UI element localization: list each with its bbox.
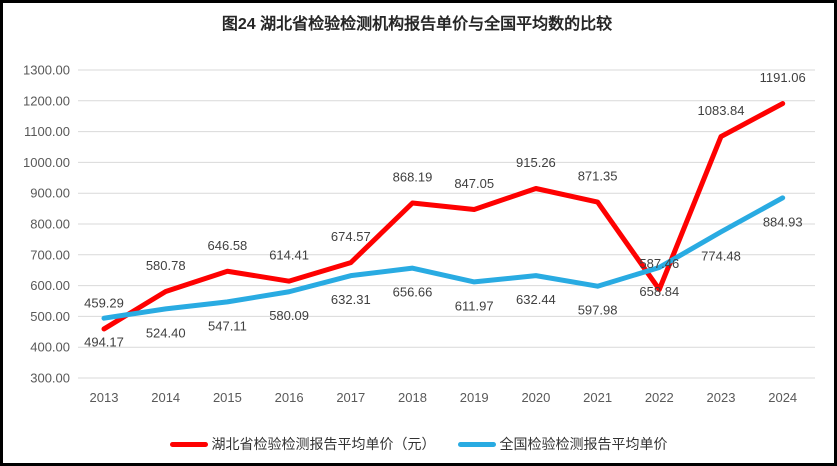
x-tick-label: 2015: [213, 390, 242, 405]
y-tick-label: 600.00: [30, 278, 70, 293]
y-tick-label: 800.00: [30, 217, 70, 232]
y-tick-label: 1200.00: [23, 93, 70, 108]
x-tick-label: 2016: [275, 390, 304, 405]
data-label: 847.05: [454, 176, 494, 191]
data-label: 494.17: [84, 335, 124, 350]
price-comparison-line-chart: 图24 湖北省检验检测机构报告单价与全国平均数的比较 300.00 400.00 5…: [23, 14, 815, 405]
data-label: 611.97: [455, 298, 494, 313]
x-tick-label: 2013: [90, 390, 119, 405]
y-tick-label: 900.00: [30, 186, 70, 201]
y-tick-label: 300.00: [30, 371, 70, 386]
x-axis-tick-labels: 2013 2014 2015 2016 2017 2018 2019 2020 2021 2022…: [90, 390, 798, 405]
data-label: 656.66: [393, 285, 433, 300]
data-label: 580.78: [146, 258, 186, 273]
data-label: 884.93: [763, 214, 803, 229]
gridlines-group: [78, 69, 815, 379]
data-label: 524.40: [146, 325, 186, 340]
data-label: 1191.06: [760, 70, 806, 85]
x-tick-label: 2024: [768, 390, 797, 405]
legend-label: 全国检验检测报告平均单价: [499, 436, 668, 452]
data-label: 632.31: [331, 292, 371, 307]
chart-title: 图24 湖北省检验检测机构报告单价与全国平均数的比较: [222, 14, 612, 33]
data-label: 774.48: [701, 248, 741, 263]
legend-line-icon: [457, 441, 496, 447]
y-tick-label: 400.00: [30, 340, 70, 355]
y-tick-label: 500.00: [30, 309, 70, 324]
chart-legend: 湖北省检验检测报告平均单价（元） 全国检验检测报告平均单价: [3, 434, 834, 454]
y-axis-tick-labels: 300.00 400.00 500.00 600.00 700.00 800.00 900.…: [23, 63, 70, 386]
data-label: 646.58: [208, 238, 248, 253]
data-label: 614.41: [269, 248, 309, 263]
x-tick-label: 2017: [336, 390, 365, 405]
data-label: 868.19: [393, 169, 433, 184]
data-label: 597.98: [578, 303, 618, 318]
x-tick-label: 2020: [521, 390, 550, 405]
x-tick-label: 2014: [151, 390, 180, 405]
data-label: 587.46: [639, 256, 679, 271]
x-tick-label: 2018: [398, 390, 427, 405]
y-tick-label: 1100.00: [24, 124, 70, 139]
data-label: 915.26: [516, 155, 556, 170]
x-tick-label: 2022: [645, 390, 674, 405]
legend-item-national: 全国检验检测报告平均单价: [457, 434, 668, 454]
x-tick-label: 2019: [460, 390, 489, 405]
legend-label: 湖北省检验检测报告平均单价（元）: [211, 436, 436, 452]
y-tick-label: 1300.00: [23, 63, 70, 78]
data-label: 632.44: [516, 292, 556, 307]
legend-line-icon: [169, 441, 208, 447]
series-line-hubei: [101, 101, 786, 332]
data-label: 459.29: [84, 295, 124, 310]
data-label: 871.35: [578, 169, 618, 184]
x-tick-label: 2023: [707, 390, 736, 405]
y-tick-label: 700.00: [30, 247, 70, 262]
data-label: 1083.84: [698, 103, 745, 118]
data-label: 580.09: [269, 308, 309, 323]
data-label: 674.57: [331, 229, 371, 244]
data-labels-group: 459.29 580.78 646.58 614.41 674.57 868.19 847.…: [84, 70, 806, 350]
x-tick-label: 2021: [583, 390, 612, 405]
y-tick-label: 1000.00: [23, 155, 70, 170]
legend-item-hubei: 湖北省检验检测报告平均单价（元）: [169, 434, 436, 454]
data-label: 547.11: [208, 318, 247, 333]
series-line-national: [101, 195, 786, 321]
series-lines-group: [101, 101, 786, 332]
data-label: 658.84: [639, 284, 679, 299]
